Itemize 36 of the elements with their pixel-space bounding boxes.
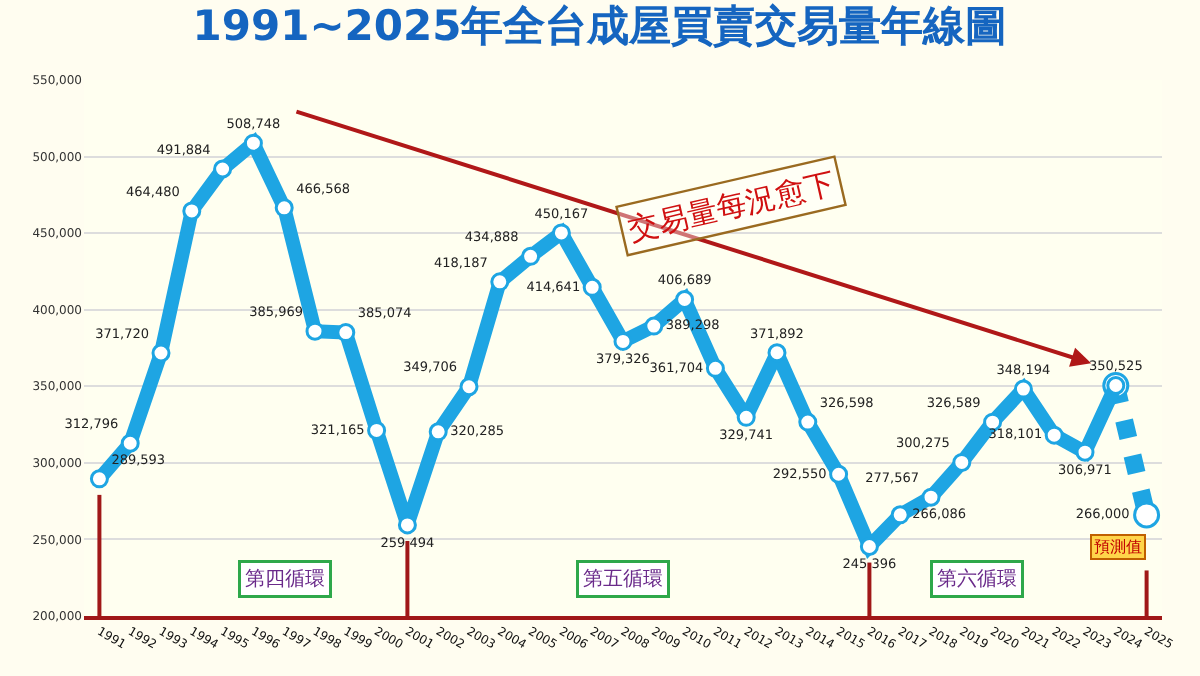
point — [428, 422, 448, 442]
point — [1044, 425, 1064, 445]
point — [367, 420, 387, 440]
point — [182, 201, 202, 221]
point — [705, 358, 725, 378]
point — [1013, 379, 1033, 399]
point — [921, 487, 941, 507]
annotation: 第五循環 — [583, 567, 663, 591]
point — [644, 316, 664, 336]
point — [459, 377, 479, 397]
point — [521, 246, 541, 266]
annotation: 預測值 — [1094, 538, 1142, 556]
point — [767, 343, 787, 363]
point — [274, 198, 294, 218]
point — [829, 464, 849, 484]
point — [890, 505, 910, 525]
point — [120, 433, 140, 453]
point — [952, 452, 972, 472]
point — [305, 321, 325, 341]
point — [151, 343, 171, 363]
annotation: 交易量每況愈下 — [625, 165, 838, 248]
point — [336, 323, 356, 343]
chart-title: 1991~2025年全台成屋買賣交易量年線圖 — [192, 1, 1008, 50]
point — [551, 223, 571, 243]
point — [490, 272, 510, 292]
point — [582, 277, 602, 297]
point — [243, 133, 263, 153]
point — [213, 159, 233, 179]
point — [397, 515, 417, 535]
point — [89, 469, 109, 489]
point — [675, 289, 695, 309]
point — [798, 412, 818, 432]
point — [1075, 442, 1095, 462]
point — [736, 407, 756, 427]
annotation: 第六循環 — [937, 567, 1017, 591]
annotation: 第四循環 — [245, 567, 325, 591]
